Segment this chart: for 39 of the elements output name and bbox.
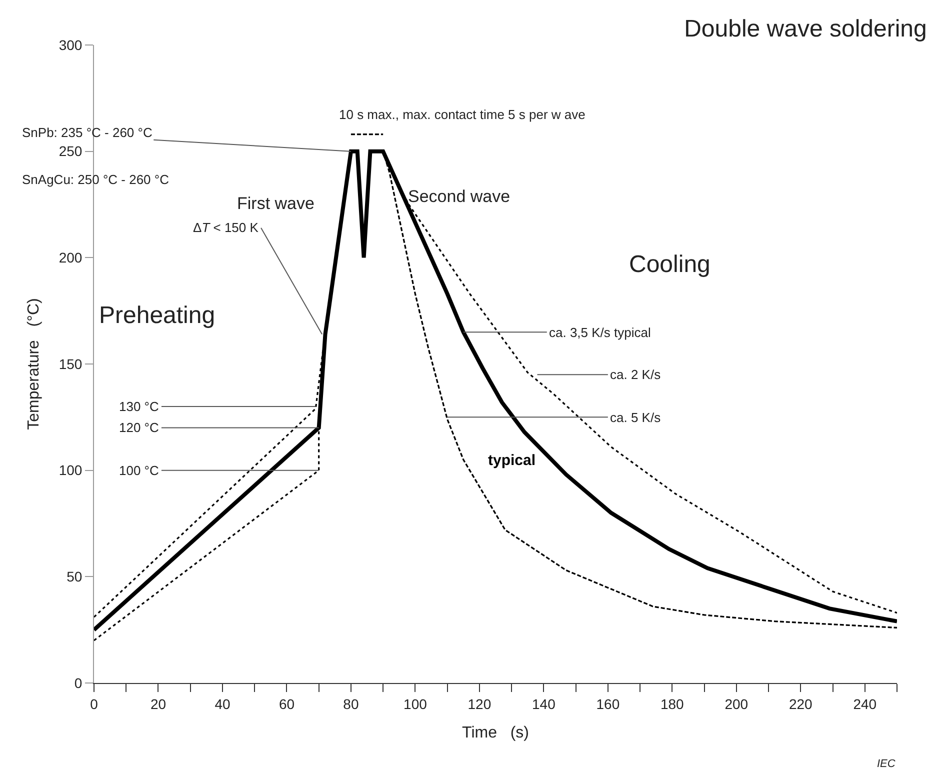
x-tick-label: 240 — [853, 696, 877, 712]
y-tick-label: 200 — [58, 250, 82, 266]
y-tick-label: 100 — [58, 462, 82, 478]
y-axis-title: Temperature (°C) — [26, 298, 43, 430]
text: IEC — [877, 758, 896, 770]
x-tick-label: 0 — [90, 696, 98, 712]
annotation: SnPb: 235 °C - 260 °C — [22, 125, 152, 140]
annotation: 10 s max., max. contact time 5 s per w ave — [339, 107, 586, 122]
x-tick-label: 100 — [404, 696, 428, 712]
y-tick-label: 150 — [58, 356, 82, 372]
x-tick-label: 200 — [724, 696, 748, 712]
annotation: Second wave — [408, 187, 510, 206]
annotation: SnAgCu: 250 °C - 260 °C — [22, 172, 169, 187]
chart-title: Double wave soldering — [684, 15, 927, 42]
y-tick-label: 300 — [58, 36, 82, 53]
x-axis-title: Time (s) — [462, 724, 529, 742]
x-tick-label: 220 — [788, 696, 813, 712]
y-tick-label: 0 — [74, 674, 82, 691]
annotation: ΔT < 150 K — [193, 220, 259, 235]
annotation: First wave — [237, 194, 314, 213]
y-tick-label: 50 — [66, 568, 82, 585]
y-tick-label: 250 — [58, 143, 82, 160]
x-tick-label: 140 — [532, 696, 556, 712]
annotation: 100 °C — [119, 463, 159, 478]
x-tick-label: 20 — [150, 696, 166, 712]
annotation: ca. 5 K/s — [610, 410, 662, 425]
annotation: ca. 2 K/s — [610, 367, 662, 382]
annotation: 120 °C — [119, 420, 159, 435]
x-tick-label: 180 — [660, 696, 684, 712]
x-tick-label: 160 — [596, 696, 620, 712]
annotation: Cooling — [629, 251, 710, 278]
annotation: 130 °C — [119, 399, 159, 414]
series-label: typical — [488, 452, 536, 469]
x-tick-label: 80 — [343, 696, 359, 712]
annotation: ca. 3,5 K/s typical — [549, 325, 651, 340]
x-tick-label: 60 — [278, 696, 295, 712]
annotation: Preheating — [99, 302, 216, 329]
x-tick-label: 40 — [214, 696, 230, 712]
x-tick-label: 120 — [468, 696, 492, 712]
